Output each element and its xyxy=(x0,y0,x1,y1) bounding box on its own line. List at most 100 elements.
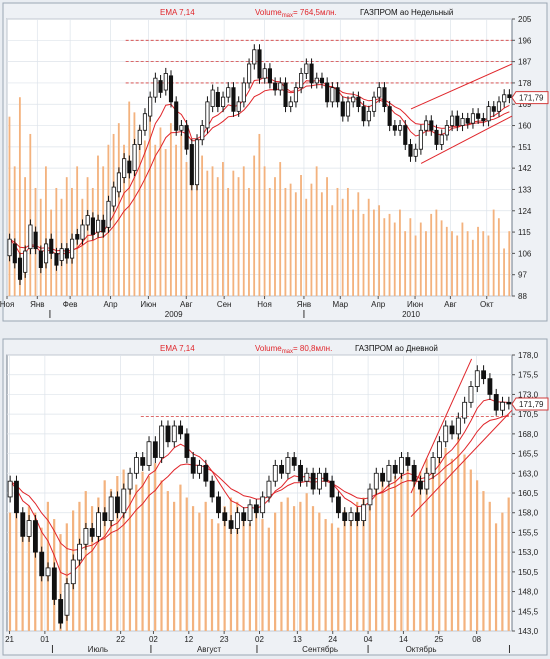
volume-bar xyxy=(236,501,239,631)
volume-bar xyxy=(45,166,47,296)
candle-body xyxy=(266,480,272,498)
y-tick-label: 158,0 xyxy=(518,509,539,518)
candle-body xyxy=(247,63,252,84)
volume-bar xyxy=(435,209,438,296)
period-label: Август xyxy=(197,645,221,654)
candle-body xyxy=(260,496,266,514)
y-tick-label: 160,5 xyxy=(518,489,539,498)
y-tick-label: 178 xyxy=(518,79,532,88)
candle-body xyxy=(132,144,137,171)
volume-bar xyxy=(210,519,214,631)
x-tick-label: 23 xyxy=(220,635,229,644)
volume-bar xyxy=(388,213,391,296)
candle-body xyxy=(127,160,132,174)
volume-bar xyxy=(195,166,198,296)
indicator-label: EMA 7,14 xyxy=(160,344,195,353)
candle-body xyxy=(127,472,133,490)
volume-bar xyxy=(204,501,207,631)
candle-body xyxy=(429,120,434,131)
volume-bar xyxy=(466,231,469,296)
candle-body xyxy=(377,87,382,98)
candle-body xyxy=(403,125,408,145)
candle-body xyxy=(380,472,386,482)
candle-body xyxy=(314,77,319,84)
volume-bar xyxy=(501,512,504,631)
volume-bar xyxy=(116,475,119,631)
candle-body xyxy=(179,125,184,131)
y-tick-label: 151 xyxy=(518,143,532,152)
candle-body xyxy=(96,219,101,233)
volume-bar xyxy=(469,469,472,631)
volume-bar xyxy=(367,198,370,296)
candle-body xyxy=(70,238,75,259)
candle-body xyxy=(507,94,512,99)
candle-body xyxy=(330,87,335,103)
candle-body xyxy=(449,425,455,435)
volume-bar xyxy=(279,162,282,296)
volume-bar xyxy=(280,501,283,631)
volume-bar xyxy=(232,170,235,296)
y-tick-label: 124 xyxy=(518,207,532,216)
candle-body xyxy=(39,551,45,577)
candle-body xyxy=(257,49,262,79)
candle-body xyxy=(481,370,487,380)
y-tick-label: 142 xyxy=(518,164,532,173)
volume-bar xyxy=(300,175,302,296)
volume-bar xyxy=(337,527,340,631)
volume-bar xyxy=(457,437,460,631)
trend-channel-line xyxy=(420,115,513,164)
volume-bar xyxy=(393,222,396,296)
candle-body xyxy=(345,101,351,117)
volume-bar xyxy=(299,501,302,631)
trend-channel-line xyxy=(410,63,513,110)
volume-bar xyxy=(362,497,365,631)
volume-bar xyxy=(414,235,417,296)
x-tick-label: Апр xyxy=(103,300,118,309)
volume-bar xyxy=(268,187,271,296)
volume-bar xyxy=(65,177,68,296)
candle-body xyxy=(168,75,174,103)
volume-bar xyxy=(211,166,214,296)
volume-bar xyxy=(320,192,323,296)
candle-body xyxy=(267,68,272,84)
candle-body xyxy=(502,94,507,103)
volume-bar xyxy=(138,127,141,296)
volume-bar xyxy=(160,480,163,631)
candle-body xyxy=(500,401,505,411)
candle-body xyxy=(159,425,165,458)
candle-body xyxy=(90,217,95,235)
candle-body xyxy=(80,224,85,240)
candle-body xyxy=(116,172,121,193)
candle-body xyxy=(108,496,114,521)
candle-body xyxy=(122,158,127,179)
x-tick-label: 02 xyxy=(149,635,158,644)
period-label: 2009 xyxy=(165,310,183,319)
candle-body xyxy=(111,186,116,207)
volume-bar xyxy=(179,484,182,631)
candle-body xyxy=(148,96,153,117)
candle-body xyxy=(28,224,33,250)
candle-body xyxy=(197,464,202,474)
candle-body xyxy=(462,401,468,419)
volume-bar xyxy=(133,112,136,296)
x-tick-label: 25 xyxy=(434,635,443,644)
period-label: Июль xyxy=(88,645,108,654)
candle-body xyxy=(285,457,291,474)
candle-body xyxy=(273,82,278,91)
y-tick-label: 173,0 xyxy=(518,390,539,399)
candle-body xyxy=(153,77,158,98)
volume-bar xyxy=(343,510,346,631)
candle-body xyxy=(288,101,293,107)
candle-body xyxy=(158,80,163,93)
period-label: Октябрь xyxy=(406,645,437,654)
volume-bar xyxy=(289,183,292,296)
volume-bar xyxy=(13,166,16,296)
candle-body xyxy=(325,82,330,103)
candle-body xyxy=(430,457,436,474)
candle-body xyxy=(491,106,496,112)
candle-body xyxy=(351,96,356,103)
volume-bar xyxy=(488,501,491,631)
candle-body xyxy=(51,567,57,600)
x-tick-label: 04 xyxy=(364,635,373,644)
x-tick-label: Мар xyxy=(332,300,348,309)
